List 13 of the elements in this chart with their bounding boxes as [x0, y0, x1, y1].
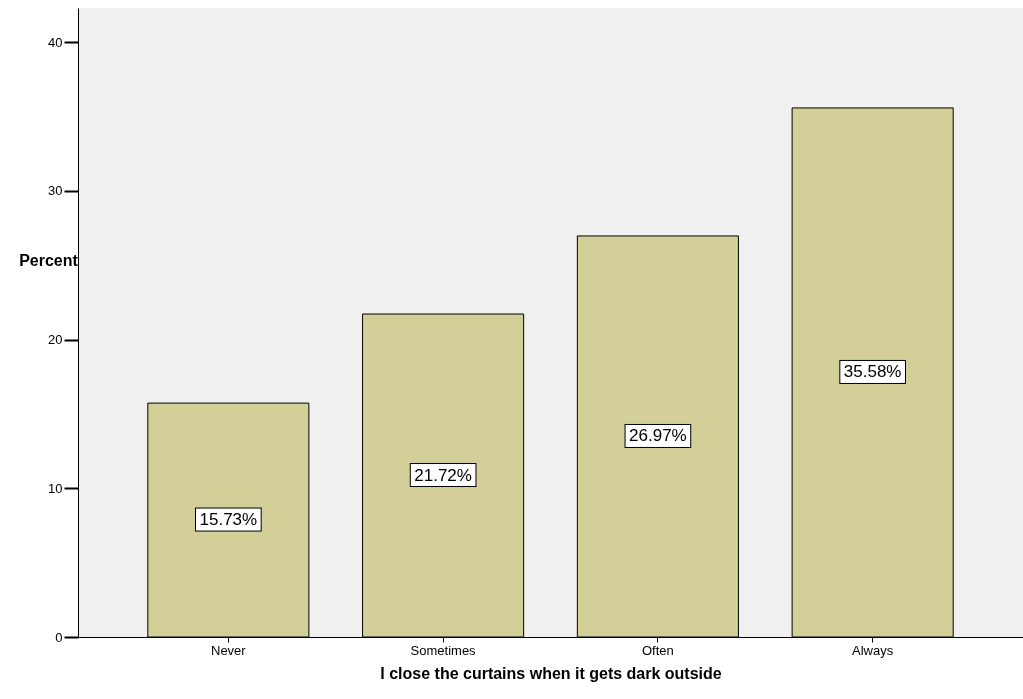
x-tick-label: Never	[211, 642, 247, 658]
x-axis-title: I close the curtains when it gets dark outside	[380, 664, 722, 682]
y-axis-title: Percent	[19, 251, 79, 269]
y-tick-label: 30	[48, 183, 63, 199]
y-tick-label: 10	[48, 480, 63, 496]
x-tick-label: Often	[641, 642, 674, 658]
x-tick-label: Sometimes	[410, 642, 477, 658]
x-tick-label: Always	[852, 642, 894, 658]
data-label: 21.72%	[414, 465, 472, 485]
y-tick-label: 0	[55, 629, 63, 645]
y-tick-label: 20	[48, 332, 63, 348]
y-tick-label: 40	[48, 34, 63, 50]
data-label: 26.97%	[629, 426, 687, 446]
